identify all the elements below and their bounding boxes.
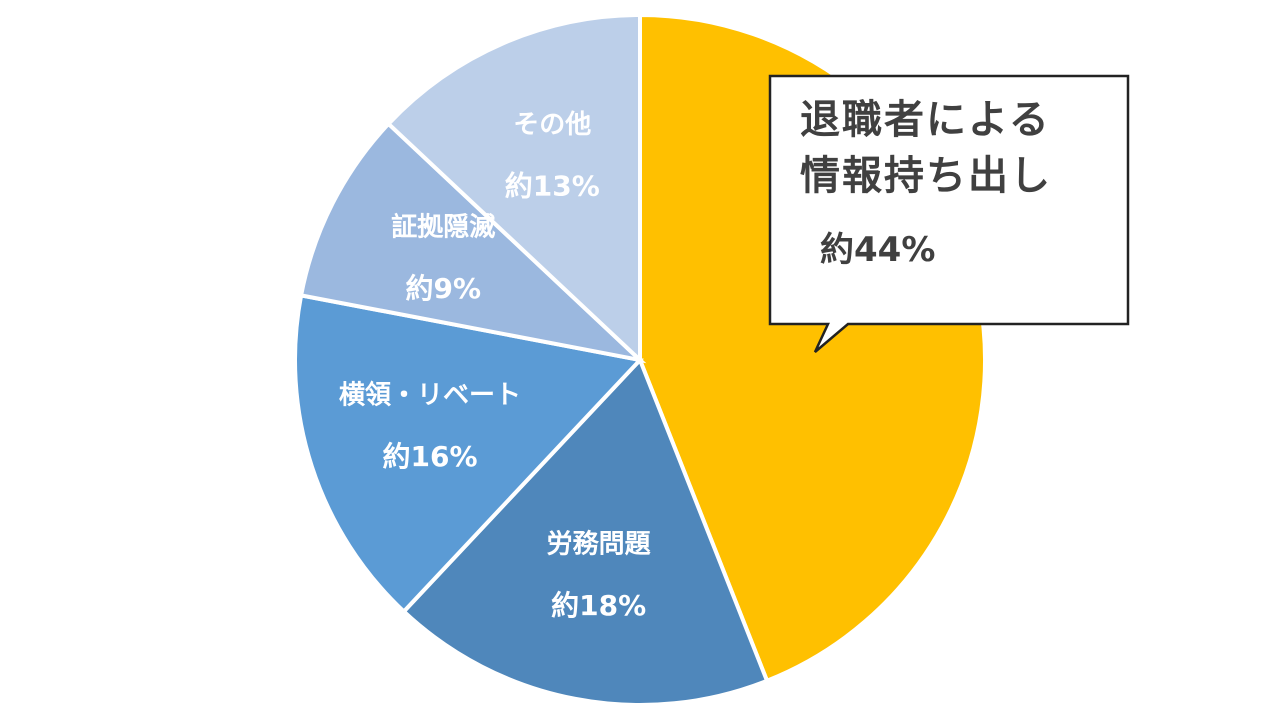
callout-box bbox=[768, 74, 1130, 353]
value-label: 約13% bbox=[505, 169, 600, 202]
value-label: 約44% bbox=[820, 230, 936, 270]
slice-label: その他 bbox=[513, 110, 591, 140]
value-label: 約9% bbox=[405, 272, 481, 305]
pie-slice bbox=[298, 121, 647, 364]
pie-slice bbox=[385, 12, 642, 365]
slice-label: 横領・リベート bbox=[339, 380, 521, 411]
value-label: 約18% bbox=[551, 589, 646, 622]
callout: 退職者による情報持ち出し 約44% bbox=[800, 92, 1100, 271]
pie-slice bbox=[401, 356, 770, 707]
slice-label: 退職者による情報持ち出し bbox=[800, 97, 1052, 199]
slice-label: 労務問題 bbox=[547, 529, 652, 559]
value-label: 約16% bbox=[382, 440, 477, 473]
pie-slice bbox=[293, 293, 644, 615]
slice-label: 証拠隠滅 bbox=[391, 211, 495, 242]
